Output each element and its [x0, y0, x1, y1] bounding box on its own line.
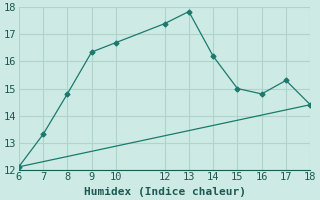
X-axis label: Humidex (Indice chaleur): Humidex (Indice chaleur): [84, 186, 245, 197]
